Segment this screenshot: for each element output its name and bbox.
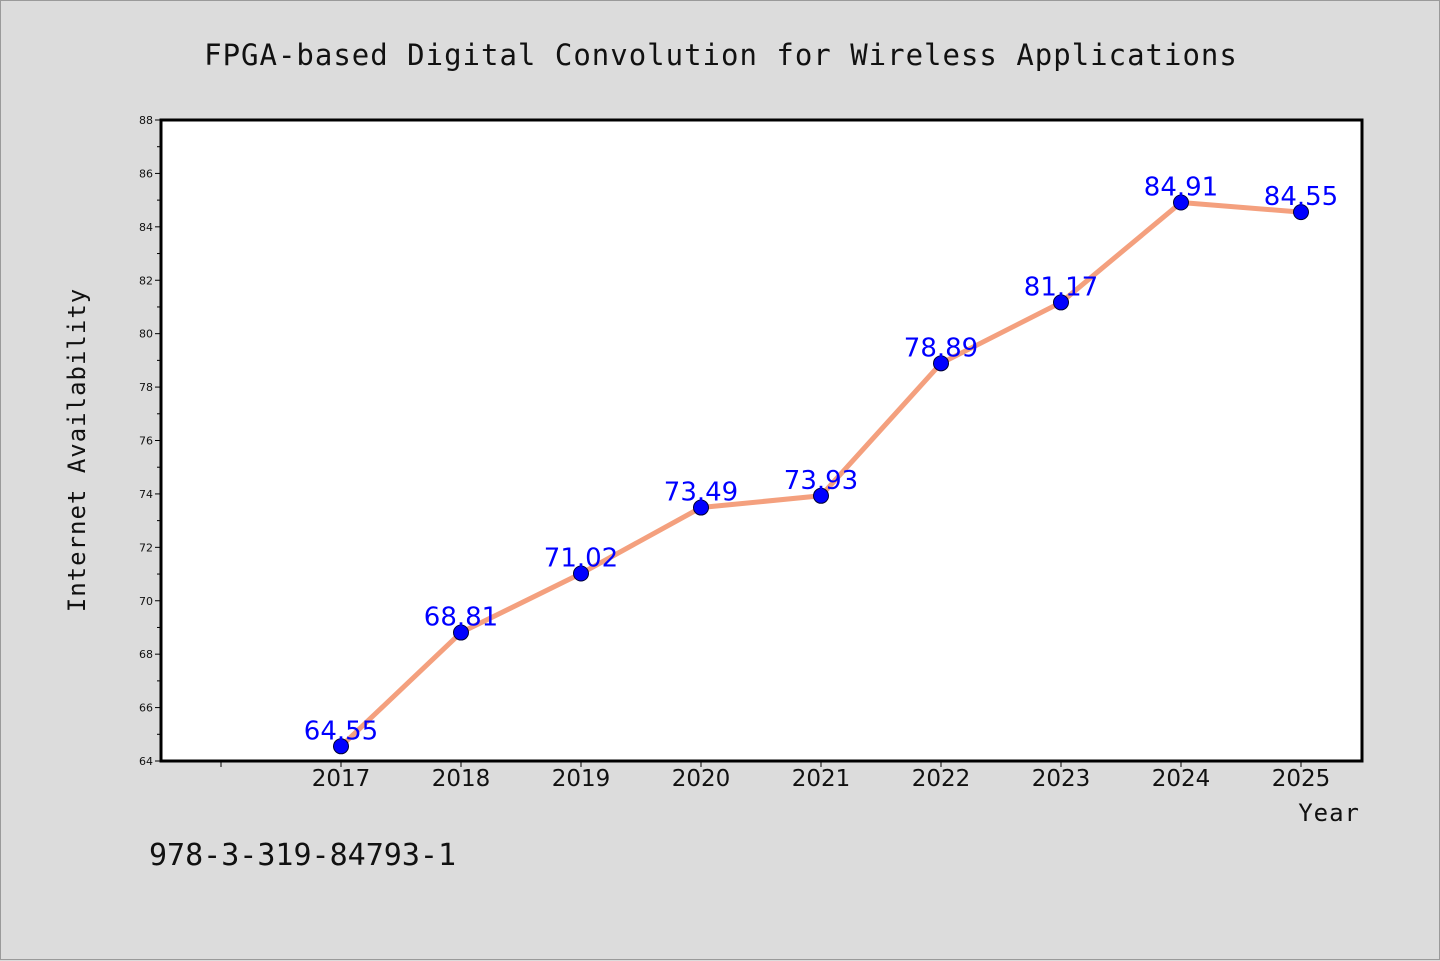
x-tick-label: 2025 xyxy=(1272,766,1331,792)
data-label: 81.17 xyxy=(1024,272,1098,302)
y-axis: 64 66 68 70 72 74 76 78 80 82 84 86 88 xyxy=(139,114,161,768)
data-label: 78.89 xyxy=(904,333,978,363)
data-point xyxy=(1053,294,1069,311)
chart-title: FPGA-based Digital Convolution for Wirel… xyxy=(204,38,1238,72)
data-point xyxy=(453,624,469,641)
x-tick-label: 2020 xyxy=(672,766,731,792)
x-tick-label: 2022 xyxy=(912,766,971,792)
y-tick-label: 88 xyxy=(139,114,153,127)
x-tick-label: 2023 xyxy=(1032,766,1091,792)
data-label: 73.49 xyxy=(664,478,738,508)
data-point xyxy=(573,565,589,582)
y-tick-label: 74 xyxy=(139,488,153,501)
y-tick-label: 70 xyxy=(139,595,153,608)
x-axis-label: Year xyxy=(1298,799,1360,827)
data-label: 64.55 xyxy=(304,716,378,746)
y-tick-label: 64 xyxy=(139,755,153,768)
data-point xyxy=(813,487,829,504)
data-label: 71.02 xyxy=(544,544,618,574)
data-label: 84.91 xyxy=(1144,173,1218,203)
data-point xyxy=(1173,194,1189,211)
data-label: 68.81 xyxy=(424,603,498,633)
y-tick-label: 82 xyxy=(139,274,153,287)
data-labels: 64.55 68.81 71.02 73.49 73.93 78.89 81.17 84.91… xyxy=(304,173,1338,747)
x-axis: 2017 2018 2019 2020 2021 2022 2023 2024 2025 xyxy=(220,761,1331,792)
data-points xyxy=(333,194,1309,755)
y-tick-label: 66 xyxy=(139,702,153,715)
y-tick-label: 86 xyxy=(139,167,153,180)
x-tick-label: 2017 xyxy=(312,766,371,792)
data-point xyxy=(693,499,709,516)
y-tick-label: 84 xyxy=(139,221,153,234)
data-label: 84.55 xyxy=(1264,182,1338,212)
y-tick-label: 78 xyxy=(139,381,153,394)
x-tick-label: 2021 xyxy=(792,766,851,792)
plot-area xyxy=(159,118,1364,763)
data-label: 73.93 xyxy=(784,466,858,496)
data-point xyxy=(1293,204,1309,221)
y-tick-label: 72 xyxy=(139,541,153,554)
footer-isbn-text: 978-3-319-84793-1 xyxy=(149,838,456,873)
x-tick-label: 2018 xyxy=(432,766,491,792)
x-tick-label: 2019 xyxy=(552,766,611,792)
y-axis-label: Internet Availability xyxy=(63,288,91,612)
y-tick-label: 68 xyxy=(139,648,153,661)
data-point xyxy=(333,738,349,755)
x-tick-label: 2024 xyxy=(1152,766,1211,792)
y-tick-label: 80 xyxy=(139,328,153,341)
y-tick-label: 76 xyxy=(139,435,153,448)
data-point xyxy=(933,355,949,372)
